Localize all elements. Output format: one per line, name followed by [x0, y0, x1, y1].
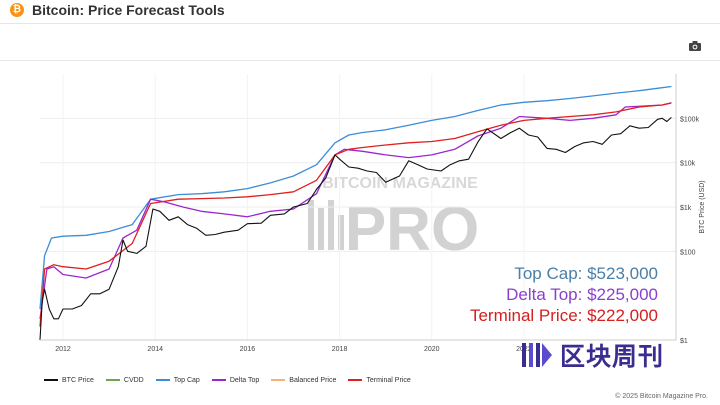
legend-item-terminal-price[interactable]: Terminal Price	[348, 376, 411, 384]
x-tick-label-2020: 2020	[424, 346, 440, 353]
price-forecast-chart: 201220142016201820202022 $1$100$1k$10k$1…	[39, 74, 706, 353]
y-tick-label-100: $100	[680, 249, 696, 256]
camera-icon[interactable]	[688, 40, 702, 52]
legend-label: CVDD	[123, 376, 144, 384]
legend-label: BTC Price	[62, 376, 94, 384]
x-tick-label-2014: 2014	[147, 346, 163, 353]
chart-series	[39, 85, 672, 341]
legend-item-top-cap[interactable]: Top Cap	[155, 376, 200, 384]
legend-item-balanced-price[interactable]: Balanced Price	[271, 377, 336, 384]
legend-item-btc-price[interactable]: BTC Price	[44, 377, 94, 384]
legend-label: Delta Top	[229, 376, 260, 384]
blockweekly-text: 区块周刊	[560, 343, 665, 371]
watermark-bars-icon	[308, 200, 344, 250]
y-tick-label-100k: $100k	[680, 116, 700, 123]
legend-swatch	[44, 379, 58, 381]
legend-swatch	[105, 379, 120, 381]
y-tick-label-10k: $10k	[680, 161, 696, 168]
legend-item-delta-top[interactable]: Delta Top	[211, 376, 260, 384]
annotation-1: Delta Top: $225,000	[506, 285, 658, 304]
legend-item-cvdd[interactable]: CVDD	[105, 376, 144, 384]
header-divider	[0, 23, 720, 24]
watermark-top-text: BITCOIN MAGAZINE	[322, 175, 478, 192]
series-line-btc-price	[39, 116, 672, 341]
annotation-2: Terminal Price: $222,000	[469, 306, 658, 325]
chart-legend: BTC Price CVDD Top Cap Delta Top Balanced Pr…	[44, 376, 423, 388]
legend-swatch	[211, 379, 226, 381]
page-title: Bitcoin: Price Forecast Tools	[32, 2, 225, 18]
series-line-top-cap	[39, 85, 672, 310]
y-axis-label: BTC Price (USD)	[699, 180, 706, 233]
blockweekly-watermark: 区块周刊	[520, 337, 700, 375]
bitcoin-logo-icon: ₿	[10, 3, 24, 17]
y-tick-labels: $1 $100 $1k $10k $100k	[680, 116, 700, 345]
series-line-terminal-price	[39, 102, 672, 327]
legend-swatch	[271, 379, 286, 381]
x-tick-label-2018: 2018	[332, 346, 348, 353]
bitcoin-magazine-pro-watermark: BITCOIN MAGAZINE PRO	[308, 175, 479, 260]
blockweekly-logo-icon	[522, 343, 552, 367]
x-tick-label-2012: 2012	[55, 346, 71, 353]
legend-label: Terminal Price	[366, 376, 411, 384]
legend-label: Balanced Price	[289, 376, 337, 384]
legend-swatch	[348, 379, 363, 381]
y-tick-label-1k: $1k	[680, 205, 692, 212]
legend-label: Top Cap	[173, 376, 200, 384]
x-tick-label-2016: 2016	[240, 346, 256, 353]
copyright-text: © 2025 Bitcoin Magazine Pro.	[615, 393, 708, 400]
y-tick-label-1: $1	[680, 338, 688, 345]
toolbar-divider	[0, 60, 720, 61]
x-tick-labels: 201220142016201820202022	[55, 346, 532, 353]
watermark-main-text: PRO	[345, 195, 479, 260]
annotation-0: Top Cap: $523,000	[514, 264, 658, 283]
legend-swatch	[155, 379, 170, 381]
header: ₿ Bitcoin: Price Forecast Tools	[0, 0, 720, 22]
